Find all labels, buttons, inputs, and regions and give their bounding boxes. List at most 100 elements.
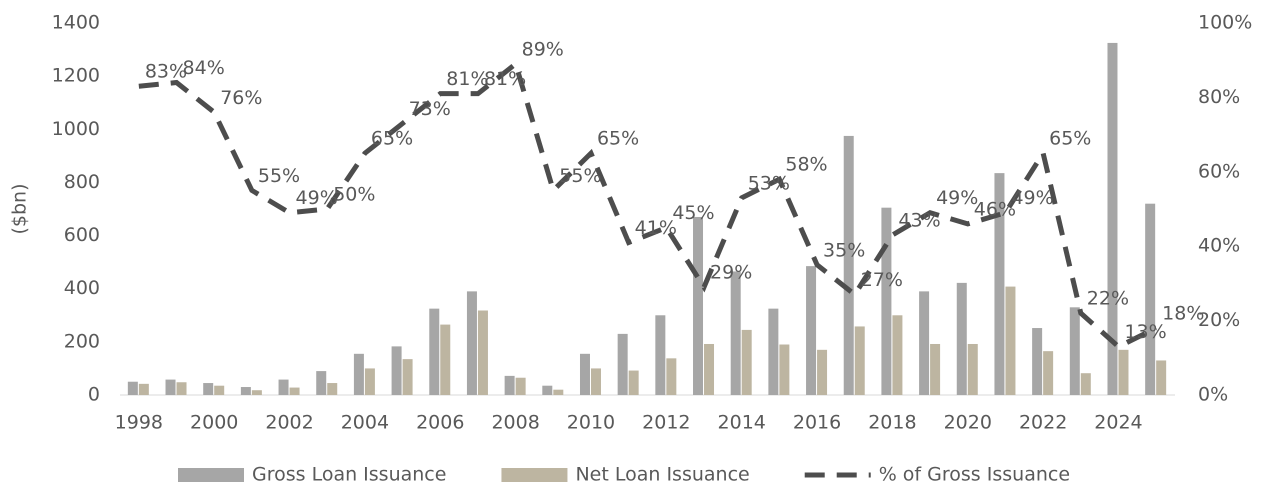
data-label: 58% bbox=[785, 154, 827, 176]
data-label: 73% bbox=[409, 98, 451, 120]
bar bbox=[590, 368, 601, 395]
legend-label: % of Gross Issuance bbox=[879, 464, 1070, 486]
legend-label: Net Loan Issuance bbox=[575, 464, 749, 486]
bar bbox=[240, 387, 251, 395]
bar bbox=[1080, 373, 1091, 395]
y2-tick-label: 20% bbox=[1198, 309, 1240, 331]
bar bbox=[854, 326, 865, 395]
bar bbox=[617, 333, 628, 395]
bar bbox=[806, 266, 817, 395]
data-label: 76% bbox=[220, 87, 262, 109]
bar bbox=[1032, 328, 1043, 395]
bar bbox=[655, 315, 666, 395]
legend-label: Gross Loan Issuance bbox=[252, 464, 446, 486]
bar bbox=[693, 216, 704, 395]
x-tick-label: 2004 bbox=[341, 412, 389, 434]
bar bbox=[327, 383, 338, 395]
bar bbox=[1145, 203, 1156, 395]
y-tick-label: 1000 bbox=[52, 118, 100, 140]
bar bbox=[429, 308, 440, 395]
data-label: 81% bbox=[484, 68, 526, 90]
bar bbox=[542, 385, 553, 395]
bar bbox=[704, 343, 715, 395]
bar bbox=[741, 329, 752, 395]
bar bbox=[1005, 286, 1016, 395]
data-label: 49% bbox=[296, 187, 338, 209]
bar bbox=[165, 379, 176, 395]
bar bbox=[203, 383, 214, 395]
bar bbox=[278, 379, 289, 395]
x-tick-label: 2018 bbox=[868, 412, 916, 434]
x-tick-label: 2010 bbox=[567, 412, 615, 434]
bar bbox=[579, 353, 590, 395]
bar bbox=[892, 315, 903, 395]
y2-tick-label: 100% bbox=[1198, 12, 1252, 34]
x-tick-label: 2024 bbox=[1094, 412, 1142, 434]
bar bbox=[176, 382, 187, 395]
bar bbox=[730, 271, 741, 395]
bar bbox=[666, 358, 677, 395]
legend-swatch bbox=[501, 468, 568, 482]
data-label: 27% bbox=[861, 269, 903, 291]
y-tick-label: 1400 bbox=[52, 12, 100, 34]
data-label: 81% bbox=[446, 68, 488, 90]
bar bbox=[364, 368, 375, 395]
data-label: 45% bbox=[672, 202, 714, 224]
y-tick-label: 200 bbox=[64, 330, 100, 352]
bar bbox=[477, 310, 488, 395]
data-label: 18% bbox=[1162, 303, 1204, 325]
y2-tick-label: 0% bbox=[1198, 384, 1228, 406]
data-label: 55% bbox=[258, 165, 300, 187]
data-label: 65% bbox=[597, 128, 639, 150]
data-label: 83% bbox=[145, 61, 187, 83]
bar bbox=[214, 385, 225, 395]
y-axis-label: ($bn) bbox=[9, 183, 31, 234]
bar bbox=[843, 135, 854, 395]
y2-tick-label: 40% bbox=[1198, 235, 1240, 257]
bar bbox=[251, 390, 262, 395]
x-tick-label: 2012 bbox=[642, 412, 690, 434]
bar bbox=[127, 381, 138, 395]
x-tick-label: 2006 bbox=[416, 412, 464, 434]
x-tick-label: 2022 bbox=[1019, 412, 1067, 434]
bar bbox=[402, 359, 413, 395]
bar bbox=[817, 349, 828, 395]
x-tick-label: 2020 bbox=[944, 412, 992, 434]
x-tick-label: 1998 bbox=[115, 412, 163, 434]
bar bbox=[504, 375, 515, 395]
y-tick-label: 800 bbox=[64, 171, 100, 193]
data-label: 35% bbox=[823, 239, 865, 261]
bar bbox=[138, 383, 149, 395]
bar bbox=[316, 371, 327, 395]
bar bbox=[289, 387, 300, 395]
data-label: 13% bbox=[1124, 321, 1166, 343]
bar bbox=[391, 346, 402, 395]
y2-tick-label: 80% bbox=[1198, 86, 1240, 108]
bar bbox=[515, 377, 526, 395]
bar bbox=[768, 308, 779, 395]
bar bbox=[919, 291, 930, 395]
bar bbox=[1043, 351, 1054, 395]
data-label: 55% bbox=[559, 165, 601, 187]
legend-swatch bbox=[178, 468, 244, 482]
data-label: 29% bbox=[710, 262, 752, 284]
data-label: 50% bbox=[333, 184, 375, 206]
bar bbox=[553, 389, 564, 395]
y2-tick-label: 60% bbox=[1198, 160, 1240, 182]
data-label: 53% bbox=[748, 172, 790, 194]
y-tick-label: 400 bbox=[64, 277, 100, 299]
bar bbox=[956, 282, 967, 395]
x-tick-label: 2000 bbox=[190, 412, 238, 434]
bar bbox=[779, 344, 790, 395]
data-label: 49% bbox=[936, 187, 978, 209]
data-label: 84% bbox=[183, 57, 225, 79]
bar bbox=[353, 353, 364, 395]
x-tick-label: 2016 bbox=[793, 412, 841, 434]
x-tick-label: 2008 bbox=[491, 412, 539, 434]
bar bbox=[466, 291, 477, 395]
bar bbox=[1107, 42, 1118, 396]
data-label: 22% bbox=[1087, 288, 1129, 310]
line bbox=[138, 59, 1158, 350]
x-tick-label: 2002 bbox=[265, 412, 313, 434]
